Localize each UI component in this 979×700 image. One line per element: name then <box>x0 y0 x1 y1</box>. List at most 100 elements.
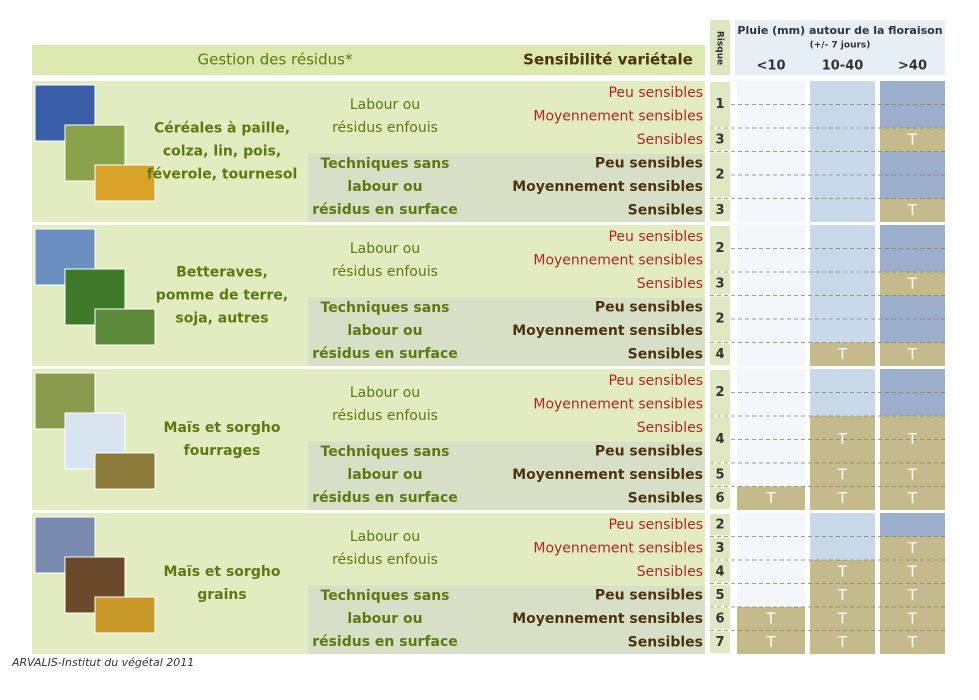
risk-value: 5 <box>715 467 724 482</box>
risk-value: 5 <box>715 588 724 603</box>
rain-cell-risk <box>880 463 945 487</box>
rain-cell <box>880 151 945 175</box>
crop-photo <box>94 164 156 202</box>
footer: ARVALIS-Institut du végétal 2011 <box>11 656 194 669</box>
tillage-label: résidus enfouis <box>332 408 438 424</box>
sensitivity-label: Peu sensibles <box>608 85 703 101</box>
rain-cell <box>810 128 875 152</box>
rain-cell-risk <box>810 463 875 487</box>
sensitivity-label: Moyennement sensibles <box>512 323 703 339</box>
risk-value: 6 <box>715 491 724 506</box>
risk-value: 3 <box>715 541 724 556</box>
sensitivity-label: Moyennement sensibles <box>533 540 703 556</box>
rain-cell <box>737 198 805 222</box>
rain-cell <box>810 513 875 537</box>
rain-cell <box>880 319 945 343</box>
tillage-label: Techniques sans <box>321 444 450 460</box>
rain-cell <box>737 104 805 128</box>
crop-label: soja, autres <box>175 311 268 327</box>
no-till-panel <box>308 441 705 510</box>
risk-value: 3 <box>715 276 724 291</box>
rain-cell <box>737 439 805 463</box>
sensitivity-label: Peu sensibles <box>595 587 703 603</box>
risk-cell <box>710 152 730 198</box>
rain-cell <box>810 198 875 222</box>
no-till-panel <box>308 297 705 366</box>
risk-cell <box>710 226 730 271</box>
risk-cell <box>710 514 730 536</box>
tillage-label: résidus enfouis <box>332 264 438 280</box>
risk-value: 2 <box>715 385 724 400</box>
rain-cell-risk <box>880 198 945 222</box>
tillage-label: Techniques sans <box>321 156 450 172</box>
rain-cell-label: T <box>837 489 848 507</box>
rain-cell <box>737 319 805 343</box>
rain-cell-risk <box>880 630 945 654</box>
rain-cell-label: T <box>907 489 918 507</box>
crop-label: Maïs et sorgho <box>164 564 281 580</box>
risk-value: 4 <box>715 564 724 579</box>
rain-cell <box>810 369 875 393</box>
sensitivity-label: Peu sensibles <box>608 373 703 389</box>
risk-cell <box>710 608 730 630</box>
crop-label: Betteraves, <box>176 265 268 281</box>
rain-cell-risk <box>810 342 875 366</box>
risk-cell <box>710 199 730 221</box>
sensitivity-label: Sensibles <box>637 132 703 148</box>
rain-cell-label: T <box>907 465 918 483</box>
risk-cell <box>710 343 730 365</box>
rain-cell <box>880 175 945 199</box>
rain-cell-risk <box>880 486 945 510</box>
tillage-label: résidus en surface <box>312 202 458 218</box>
sensitivity-label: Moyennement sensibles <box>533 396 703 412</box>
tillage-label: Labour ou <box>350 97 420 113</box>
crop-photo <box>94 308 156 346</box>
rain-column-label: <10 <box>757 59 786 74</box>
rain-cell-label: T <box>907 274 918 292</box>
rain-cell <box>810 175 875 199</box>
risk-cell <box>710 82 730 127</box>
rain-cell <box>880 81 945 105</box>
risk-value: 7 <box>715 635 724 650</box>
rain-cell <box>737 295 805 319</box>
tillage-label: Labour ou <box>350 241 420 257</box>
tillage-label: résidus en surface <box>312 490 458 506</box>
rain-cell-label: T <box>907 201 918 219</box>
crop-label: féverole, tournesol <box>147 167 298 183</box>
risk-cell <box>710 273 730 295</box>
sensitivity-label: Sensibles <box>628 490 703 506</box>
rain-cell <box>737 513 805 537</box>
rain-cell <box>737 128 805 152</box>
rain-cell <box>810 295 875 319</box>
rain-cell-risk <box>880 128 945 152</box>
risk-value: 2 <box>715 241 724 256</box>
rain-cell-risk <box>880 536 945 560</box>
tillage-label: labour ou <box>347 467 422 483</box>
risk-header-cell <box>710 20 730 75</box>
rain-cell <box>737 175 805 199</box>
tillage-label: résidus en surface <box>312 634 458 650</box>
rain-cell <box>737 248 805 272</box>
risk-cell <box>710 296 730 342</box>
rain-cell <box>810 272 875 296</box>
rain-cell <box>810 319 875 343</box>
rain-cell <box>810 104 875 128</box>
sensitivity-label: Peu sensibles <box>595 443 703 459</box>
crop-label: grains <box>197 587 246 603</box>
sensitivity-label: Moyennement sensibles <box>512 179 703 195</box>
rain-cell <box>880 248 945 272</box>
rain-cell-risk <box>737 486 805 510</box>
rain-cell <box>737 342 805 366</box>
rain-cell-label: T <box>837 430 848 448</box>
sensitivity-label: Peu sensibles <box>608 517 703 533</box>
rain-cell-label: T <box>837 633 848 651</box>
risk-value: 4 <box>715 347 724 362</box>
rain-cell <box>880 295 945 319</box>
risk-value: 3 <box>715 203 724 218</box>
tillage-label: résidus en surface <box>312 346 458 362</box>
rain-cell <box>737 392 805 416</box>
risk-cell <box>710 561 730 583</box>
rain-cell-label: T <box>837 465 848 483</box>
crop-photo <box>94 596 156 634</box>
